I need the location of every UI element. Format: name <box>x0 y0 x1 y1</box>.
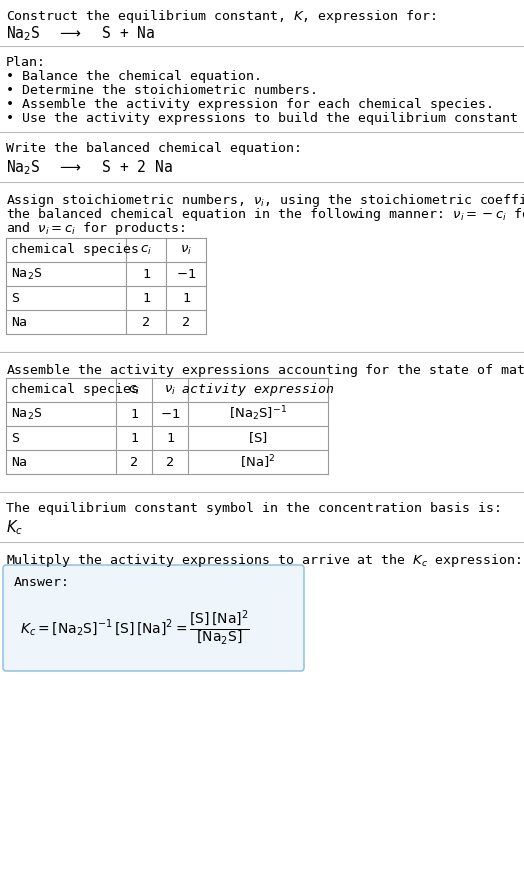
Text: Na$_2$S: Na$_2$S <box>11 266 42 281</box>
Text: chemical species: chemical species <box>11 383 139 396</box>
Text: Plan:: Plan: <box>6 56 46 69</box>
Text: $[\mathrm{Na_2S}]^{-1}$: $[\mathrm{Na_2S}]^{-1}$ <box>229 405 287 423</box>
Text: 2: 2 <box>166 455 174 469</box>
Text: Mulitply the activity expressions to arrive at the $K_c$ expression:: Mulitply the activity expressions to arr… <box>6 552 521 569</box>
Text: 1: 1 <box>142 268 150 280</box>
Text: $[\mathrm{Na}]^2$: $[\mathrm{Na}]^2$ <box>241 454 276 471</box>
Text: chemical species: chemical species <box>11 244 139 256</box>
Text: the balanced chemical equation in the following manner: $\nu_i = -c_i$ for react: the balanced chemical equation in the fo… <box>6 206 524 223</box>
Text: Write the balanced chemical equation:: Write the balanced chemical equation: <box>6 142 302 155</box>
Text: $\nu_i$: $\nu_i$ <box>180 244 192 256</box>
Text: 2: 2 <box>182 315 190 329</box>
Text: Assemble the activity expressions accounting for the state of matter and $\nu_i$: Assemble the activity expressions accoun… <box>6 362 524 379</box>
FancyBboxPatch shape <box>3 565 304 671</box>
Text: • Determine the stoichiometric numbers.: • Determine the stoichiometric numbers. <box>6 84 318 97</box>
Text: $c_i$: $c_i$ <box>140 244 152 256</box>
Text: $-1$: $-1$ <box>160 407 180 421</box>
Text: Na$_2$S  $\longrightarrow$  S + Na: Na$_2$S $\longrightarrow$ S + Na <box>6 24 155 43</box>
Text: and $\nu_i = c_i$ for products:: and $\nu_i = c_i$ for products: <box>6 220 185 237</box>
Text: 1: 1 <box>182 291 190 305</box>
Text: $K_c = [\mathrm{Na_2S}]^{-1}\,[\mathrm{S}]\,[\mathrm{Na}]^2 = \dfrac{[\mathrm{S}: $K_c = [\mathrm{Na_2S}]^{-1}\,[\mathrm{S… <box>20 609 250 647</box>
Text: Na$_2$S  $\longrightarrow$  S + 2 Na: Na$_2$S $\longrightarrow$ S + 2 Na <box>6 158 173 177</box>
Text: Answer:: Answer: <box>14 576 70 589</box>
Text: • Use the activity expressions to build the equilibrium constant expression.: • Use the activity expressions to build … <box>6 112 524 125</box>
Text: $c_i$: $c_i$ <box>128 383 140 396</box>
Text: 1: 1 <box>130 407 138 421</box>
Text: S: S <box>11 431 19 445</box>
Text: 2: 2 <box>142 315 150 329</box>
Text: • Balance the chemical equation.: • Balance the chemical equation. <box>6 70 262 83</box>
Text: $[\mathrm{S}]$: $[\mathrm{S}]$ <box>248 430 268 446</box>
Text: Na: Na <box>11 455 27 469</box>
Text: Construct the equilibrium constant, $K$, expression for:: Construct the equilibrium constant, $K$,… <box>6 8 436 25</box>
Text: $\nu_i$: $\nu_i$ <box>164 383 176 396</box>
Text: activity expression: activity expression <box>182 383 334 396</box>
Text: 2: 2 <box>130 455 138 469</box>
Text: 1: 1 <box>142 291 150 305</box>
Text: • Assemble the activity expression for each chemical species.: • Assemble the activity expression for e… <box>6 98 494 111</box>
Text: Assign stoichiometric numbers, $\nu_i$, using the stoichiometric coefficients, $: Assign stoichiometric numbers, $\nu_i$, … <box>6 192 524 209</box>
Text: Na: Na <box>11 315 27 329</box>
Text: 1: 1 <box>166 431 174 445</box>
Text: The equilibrium constant symbol in the concentration basis is:: The equilibrium constant symbol in the c… <box>6 502 502 515</box>
Text: 1: 1 <box>130 431 138 445</box>
Text: $-1$: $-1$ <box>176 268 196 280</box>
Text: S: S <box>11 291 19 305</box>
Text: $K_c$: $K_c$ <box>6 518 23 537</box>
Text: Na$_2$S: Na$_2$S <box>11 406 42 421</box>
